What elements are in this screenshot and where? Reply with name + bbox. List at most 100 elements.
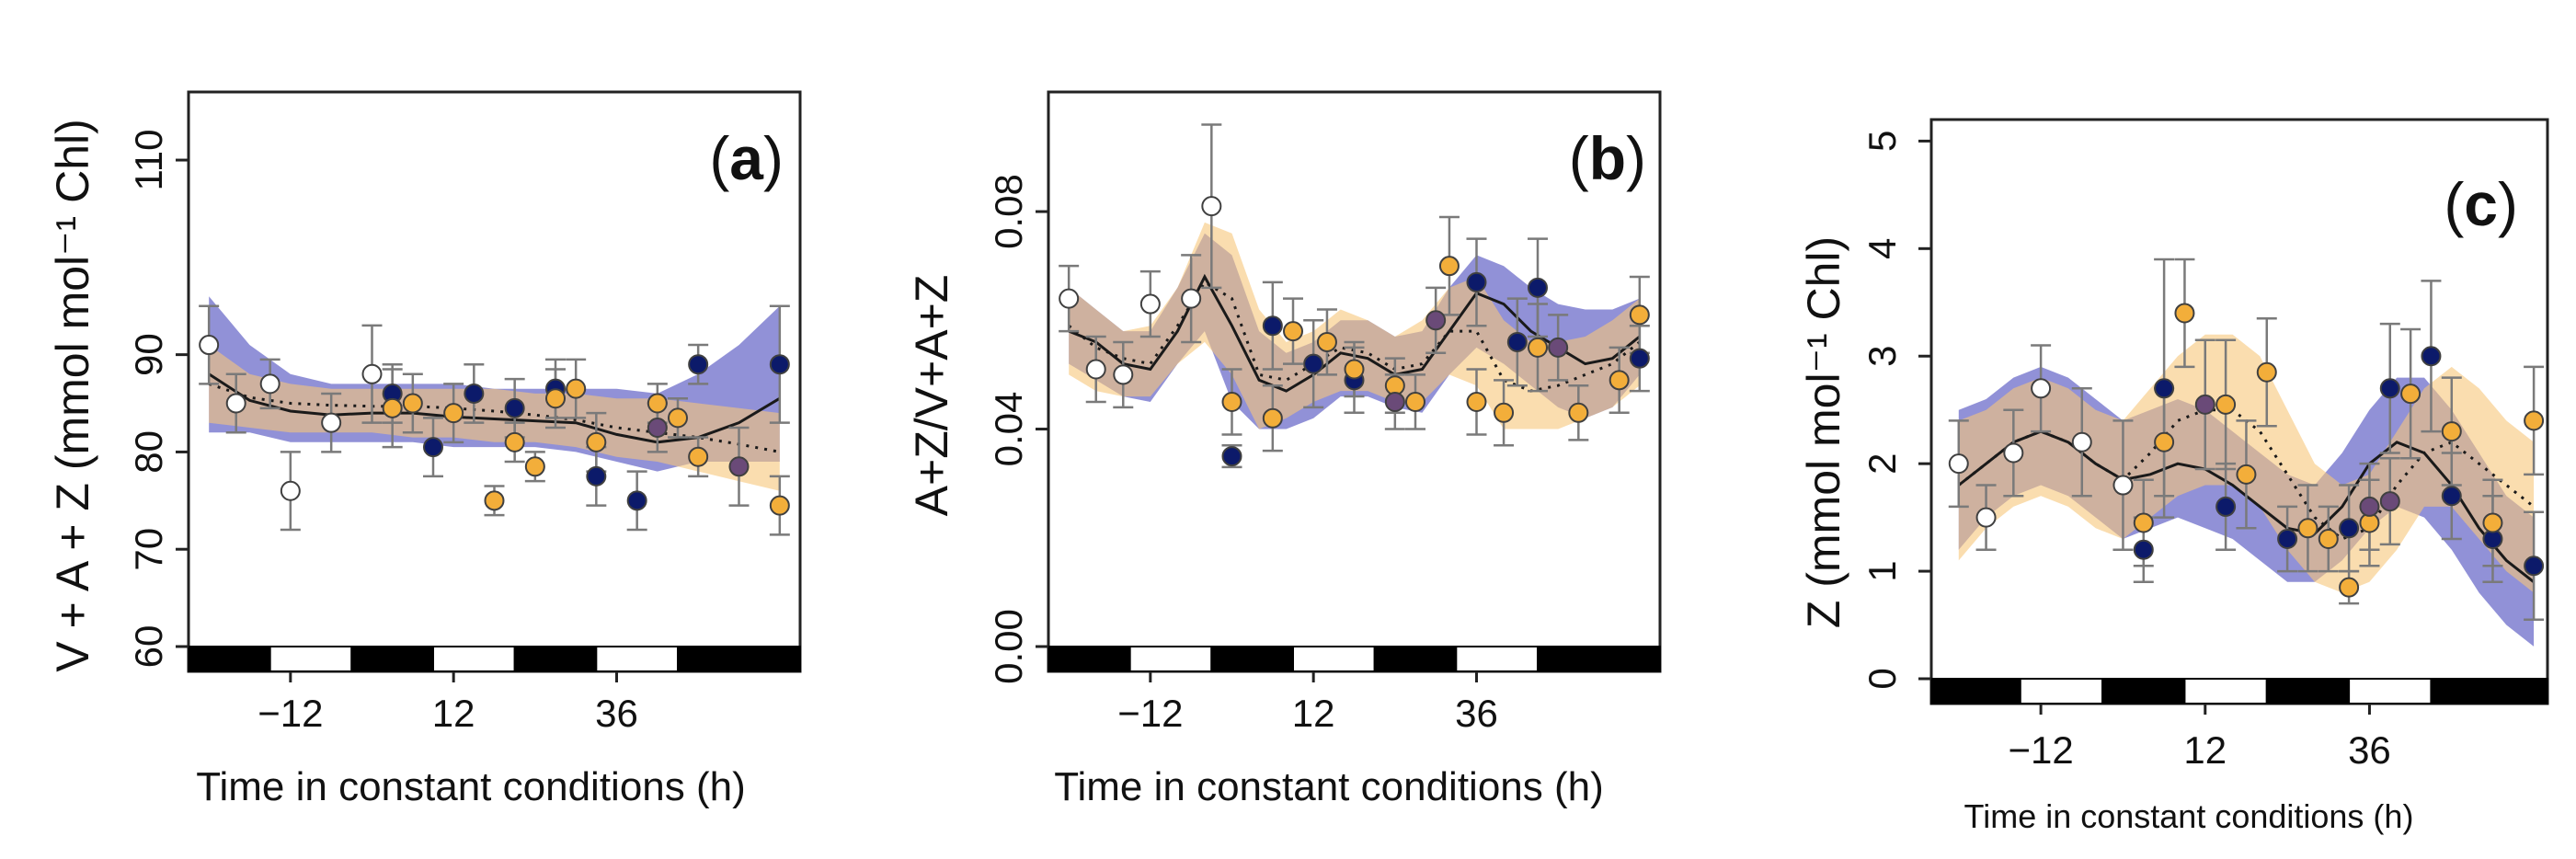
panel-a-bar-segment-1 bbox=[269, 646, 353, 672]
panel-b-point-navy-2 bbox=[1303, 353, 1324, 374]
panel-a-xtick-label-0: −12 bbox=[258, 692, 323, 735]
panel-a-point-orange-1 bbox=[402, 393, 423, 414]
panel-b-label: (b) bbox=[1569, 124, 1646, 192]
panel-a-point-navy-5 bbox=[586, 465, 607, 487]
panel-a-point-orange-4 bbox=[504, 431, 525, 452]
panel-c-point-navy-3 bbox=[2277, 529, 2298, 549]
panel-a-point-orange-6 bbox=[545, 388, 566, 409]
panel-c-point-purple-0 bbox=[2194, 394, 2215, 415]
panel-a-point-orange-9 bbox=[647, 393, 668, 414]
panel-a-point-navy-3 bbox=[504, 397, 525, 418]
panel-a-point-orange-0 bbox=[382, 397, 403, 418]
panel-b-point-orange-2 bbox=[1283, 321, 1303, 342]
panel-a-ytick-label-2: 80 bbox=[127, 430, 170, 474]
panel-b-y-axis: 0.00 0.04 0.08 bbox=[987, 174, 1048, 684]
panel-c-point-purple-1 bbox=[2359, 496, 2380, 517]
panel-b-x-axis-label: Time in constant conditions (h) bbox=[1054, 764, 1604, 809]
panel-c-point-navy-9 bbox=[2524, 555, 2545, 577]
panel-c-point-white-4 bbox=[2071, 431, 2092, 452]
panel-b-bar-segment-3 bbox=[1292, 646, 1376, 672]
panel-a-fit-line-solid bbox=[208, 372, 781, 444]
panel-b-point-white-1 bbox=[1085, 359, 1106, 380]
panel-b-xtick-label-2: 36 bbox=[1455, 692, 1498, 735]
panel-b-point-navy-7 bbox=[1629, 348, 1650, 369]
panel-a-point-white-3 bbox=[280, 480, 301, 501]
panel-c-bar-segment-3 bbox=[2183, 678, 2268, 704]
panel-b-point-white-5 bbox=[1201, 196, 1222, 217]
panel-b: 0.00 0.04 0.08 −12 12 36 (b) A+Z/V+A+Z Time … bbox=[906, 90, 1662, 809]
panel-b-point-orange-9 bbox=[1494, 402, 1515, 423]
panel-b-points bbox=[1059, 196, 1650, 467]
panel-c-bar-segment-5 bbox=[2348, 678, 2433, 704]
panel-b-point-orange-11 bbox=[1568, 402, 1589, 423]
panel-a-point-navy-8 bbox=[769, 354, 790, 375]
panel-a-point-purple-0 bbox=[647, 417, 668, 438]
panel-b-point-orange-1 bbox=[1262, 407, 1283, 429]
panel-a: 60 70 80 90 110 −12 12 36 (a) V + A + Z (mmol … bbox=[47, 90, 802, 809]
panel-c-ytick-label-4: 4 bbox=[1860, 238, 1904, 259]
panel-c-point-navy-1 bbox=[2154, 378, 2175, 399]
panel-a-point-purple-1 bbox=[728, 456, 750, 477]
panel-b-point-orange-7 bbox=[1438, 256, 1460, 277]
panel-a-point-orange-11 bbox=[688, 446, 709, 467]
panel-c-point-white-2 bbox=[2003, 442, 2024, 464]
panel-a-y-axis: 60 70 80 90 110 bbox=[127, 130, 189, 669]
panel-a-point-orange-7 bbox=[566, 378, 587, 399]
panel-c-x-axis-label: Time in constant conditions (h) bbox=[1964, 797, 2414, 835]
panel-b-point-navy-5 bbox=[1506, 331, 1528, 352]
panel-b-point-white-3 bbox=[1139, 293, 1161, 315]
panel-c-bar-segment-1 bbox=[2019, 678, 2104, 704]
panel-c-point-white-5 bbox=[2112, 475, 2134, 496]
panel-c-ytick-label-1: 1 bbox=[1860, 560, 1904, 581]
panel-c-point-white-3 bbox=[2031, 378, 2052, 399]
panel-a-point-orange-8 bbox=[586, 431, 607, 452]
panel-a-ytick-label-4: 110 bbox=[127, 130, 170, 191]
panel-b-point-orange-3 bbox=[1316, 331, 1337, 352]
panel-c-xtick-label-0: −12 bbox=[2008, 728, 2073, 772]
panel-a-bar-segment-5 bbox=[595, 646, 679, 672]
panel-a-bar-segment-3 bbox=[432, 646, 516, 672]
panel-a-points bbox=[199, 335, 790, 516]
panel-a-point-navy-7 bbox=[688, 354, 709, 375]
panel-b-point-purple-2 bbox=[1548, 337, 1569, 358]
panel-a-ytick-label-0: 60 bbox=[127, 625, 170, 669]
panel-a-x-axis-label: Time in constant conditions (h) bbox=[196, 764, 746, 809]
panel-c-point-orange-5 bbox=[2256, 361, 2277, 383]
panel-b-point-orange-12 bbox=[1609, 370, 1630, 391]
panel-a-point-navy-6 bbox=[626, 490, 647, 511]
panel-c-photoperiod-bar bbox=[1930, 678, 2548, 704]
panel-c-ytick-label-2: 2 bbox=[1860, 452, 1904, 474]
panel-c-point-white-1 bbox=[1975, 507, 1997, 528]
panel-b-point-white-2 bbox=[1113, 364, 1134, 385]
panel-b-point-purple-0 bbox=[1384, 391, 1405, 412]
panel-a-xtick-label-2: 36 bbox=[595, 692, 638, 735]
panel-c-point-orange-2 bbox=[2174, 303, 2195, 324]
panel-a-point-orange-3 bbox=[484, 490, 505, 511]
panel-c-point-orange-4 bbox=[2236, 464, 2257, 485]
panel-c-point-orange-1 bbox=[2154, 431, 2175, 452]
panel-b-point-orange-6 bbox=[1405, 391, 1425, 412]
panel-c-ytick-label-3: 3 bbox=[1860, 346, 1904, 367]
panel-a-point-white-4 bbox=[321, 412, 342, 433]
panel-c-point-white-0 bbox=[1948, 453, 1969, 475]
panel-a-ytick-label-1: 70 bbox=[127, 528, 170, 571]
panel-a-bar-segment-0 bbox=[188, 646, 271, 672]
panel-a-ytick-label-3: 90 bbox=[127, 333, 170, 376]
panel-a-point-white-2 bbox=[259, 373, 280, 395]
panel-c-point-orange-12 bbox=[2482, 512, 2503, 533]
panel-a-x-axis: −12 12 36 bbox=[258, 671, 638, 735]
panel-a-bar-segment-4 bbox=[513, 646, 598, 672]
panel-c-xtick-label-2: 36 bbox=[2348, 728, 2391, 772]
panel-b-point-orange-10 bbox=[1528, 337, 1548, 358]
panel-b-bar-segment-0 bbox=[1048, 646, 1131, 672]
panel-a-label: (a) bbox=[709, 124, 784, 192]
panel-b-point-white-0 bbox=[1059, 288, 1080, 309]
panel-c-point-navy-2 bbox=[2215, 496, 2237, 517]
panel-b-ytick-label-2: 0.08 bbox=[987, 174, 1030, 249]
panel-b-ytick-label-0: 0.00 bbox=[987, 609, 1030, 684]
panel-a-photoperiod-bar bbox=[188, 646, 801, 672]
panel-c-bar-segment-2 bbox=[2101, 678, 2186, 704]
panel-c-point-navy-6 bbox=[2421, 346, 2442, 367]
panel-b-point-navy-4 bbox=[1466, 271, 1487, 292]
panel-a-fit-lines bbox=[208, 372, 781, 453]
